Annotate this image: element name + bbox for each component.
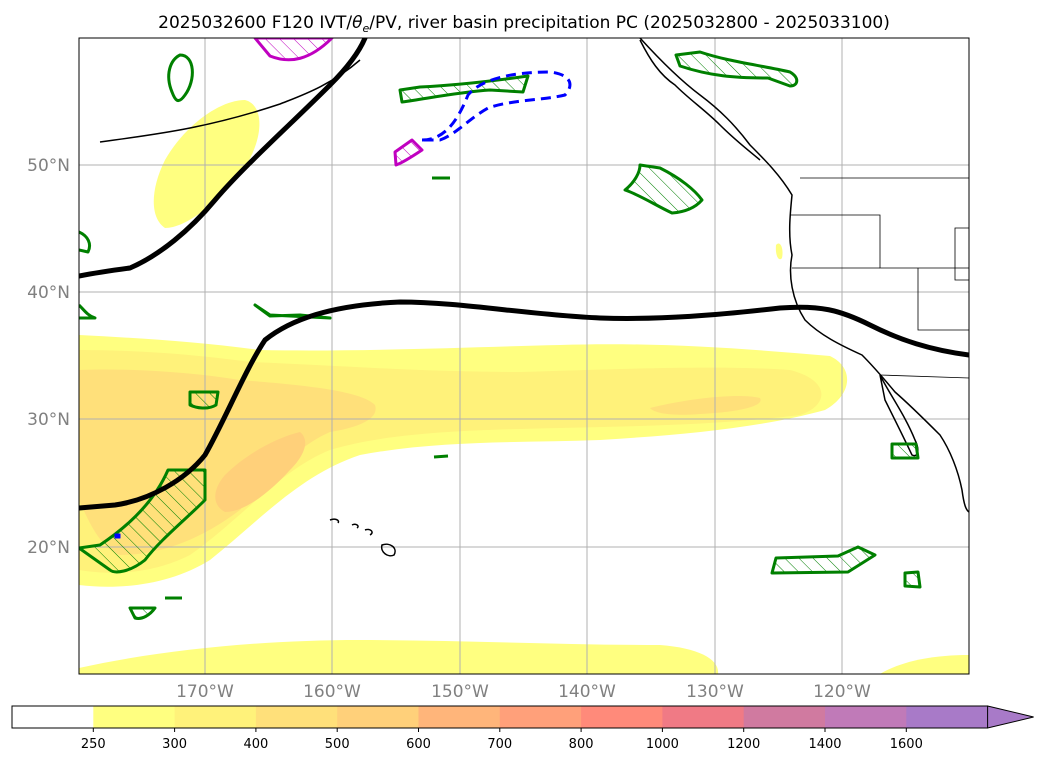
- colorbar-swatch: [499, 706, 582, 728]
- lon-label-140w: 140°W: [558, 682, 616, 702]
- alaska-panhandle: [639, 39, 761, 161]
- washington-oregon-border: [790, 214, 969, 269]
- pv-region-negative-dot: [114, 533, 121, 539]
- pv-region-small-2: [128, 606, 157, 620]
- colorbar-swatch: [581, 706, 663, 728]
- lat-label-20n: 20°N: [27, 538, 70, 558]
- map-frame: [78, 37, 970, 675]
- pv-contours: [79, 38, 922, 620]
- longitude-labels: 170°W 160°W 150°W 140°W 130°W 120°W: [176, 682, 871, 702]
- lon-label-150w: 150°W: [431, 682, 489, 702]
- pv-region-west-edge: [79, 230, 97, 320]
- pv-region-baja: [890, 442, 920, 460]
- colorbar-tick-label: 1000: [646, 737, 679, 752]
- pv-region-negative: [420, 70, 572, 142]
- pv-region-bering: [167, 53, 194, 103]
- pv-region-offshore-bc: [623, 163, 704, 215]
- colorbar-tick-label: 300: [162, 737, 187, 752]
- ivt-southern-band-east: [880, 655, 969, 674]
- colorbar-swatch: [174, 706, 257, 728]
- pv-region-island: [433, 454, 449, 459]
- colorbar-swatch: [743, 706, 826, 728]
- colorbar-swatch: [418, 706, 501, 728]
- colorbar-tick-label: 600: [406, 737, 431, 752]
- california-border: [792, 267, 969, 331]
- nevada-box: [954, 227, 969, 281]
- ivt-ar-core-400-b: [650, 396, 761, 415]
- north-american-coast: [639, 38, 969, 513]
- ivt-bering-plume: [153, 100, 260, 228]
- ivt-coastal-spot: [775, 243, 783, 260]
- colorbar-swatch: [662, 706, 745, 728]
- pv-region-small-1: [188, 390, 220, 410]
- lat-label-50n: 50°N: [27, 156, 70, 176]
- latitude-labels: 50°N 40°N 30°N 20°N: [27, 156, 70, 558]
- hawaii-islands: [329, 518, 396, 557]
- coastlines: [99, 38, 969, 557]
- lon-label-160w: 160°W: [303, 682, 361, 702]
- pv-region-magenta-north: [253, 38, 334, 62]
- pv-region-subtropical: [770, 545, 877, 575]
- colorbar-tick-label: 250: [81, 737, 106, 752]
- colorbar-swatch: [825, 706, 907, 728]
- pv-region-magenta-gulf: [393, 138, 424, 167]
- theta-e-southern-front-line: [79, 299, 969, 511]
- pv-region-se-alaska: [674, 50, 799, 88]
- colorbar-tick-label: 1600: [890, 737, 923, 752]
- chart-title: 2025032600 F120 IVT/θe/PV, river basin p…: [158, 13, 890, 35]
- lon-label-130w: 130°W: [686, 682, 744, 702]
- us-mexico-border: [879, 374, 969, 379]
- colorbar-tick-label: 1400: [808, 737, 841, 752]
- map-panel: [79, 38, 969, 674]
- colorbar-swatch: [906, 706, 989, 728]
- theta-e-contours: [79, 38, 969, 511]
- colorbar-extend-arrow: [987, 705, 1034, 729]
- pv-region-gulf-long: [398, 74, 530, 104]
- colorbar-swatch: [93, 706, 176, 728]
- colorbar-tick-label: 800: [569, 737, 594, 752]
- colorbar-tick-label: 500: [325, 737, 350, 752]
- pv-region-ar-tail: [79, 468, 207, 574]
- theta-e-northern-jet-line: [79, 38, 368, 279]
- lon-label-120w: 120°W: [813, 682, 871, 702]
- pv-region-mexico: [903, 570, 922, 589]
- colorbar-tick-label: 1200: [727, 737, 760, 752]
- colorbar: 250 300 400 500 600 700 800 1000 1200 1400 1600: [11, 705, 1034, 752]
- colorbar-swatch: [255, 706, 338, 728]
- lat-label-30n: 30°N: [27, 410, 70, 430]
- colorbar-tick-label: 400: [243, 737, 268, 752]
- land-borders: [790, 177, 969, 379]
- ivt-southern-band: [79, 640, 719, 674]
- graticule: [79, 38, 969, 674]
- lat-label-40n: 40°N: [27, 283, 70, 303]
- colorbar-swatch: [337, 706, 419, 728]
- colorbar-swatch: [12, 706, 94, 728]
- lon-label-170w: 170°W: [176, 682, 234, 702]
- aleutian-islands: [99, 59, 361, 143]
- colorbar-tick-label: 700: [487, 737, 512, 752]
- ivt-ar-core-500: [215, 432, 306, 512]
